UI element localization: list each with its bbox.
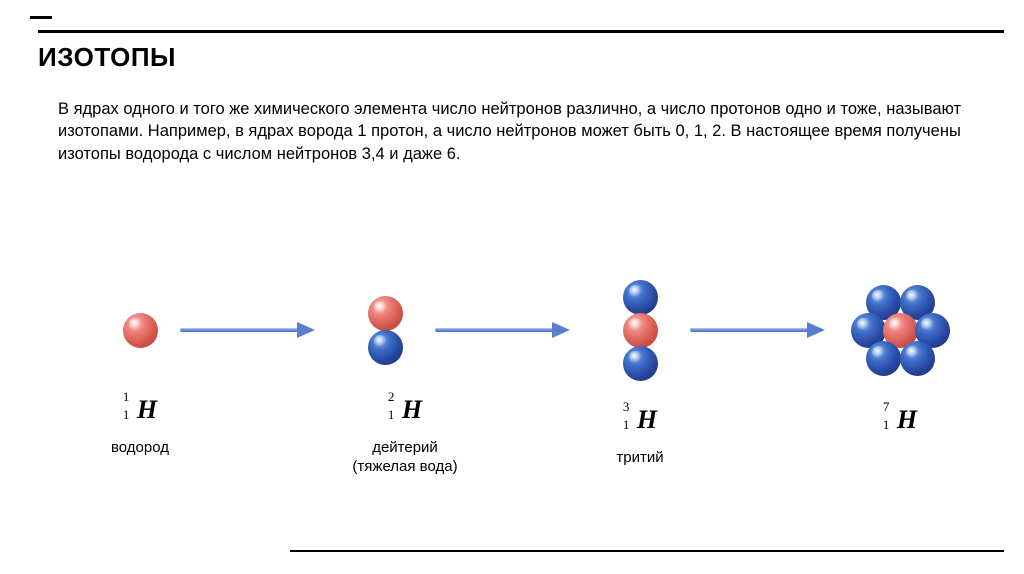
proton-ball [368,296,403,331]
isotope-label: 3 1 H тритий [600,405,680,466]
arrow-icon [435,325,570,335]
isotope-diagram: 1 1 H водород 2 1 H дейтерий (тяжелая во… [40,245,984,475]
isotope-symbol: 7 1 H [883,405,917,435]
bottom-rule [290,550,1004,552]
page-title: ИЗОТОПЫ [38,42,176,73]
isotope-name: тритий [600,449,680,466]
element-symbol: H [402,395,422,424]
mass-number: 2 [388,389,395,405]
mass-number: 1 [123,389,130,405]
isotope-symbol: 2 1 H [388,395,422,425]
atomic-number: 1 [623,417,630,433]
proton-ball [623,313,658,348]
neutron-ball [368,330,403,365]
neutron-ball [866,341,901,376]
element-symbol: H [637,405,657,434]
top-rule [38,30,1004,33]
isotope-label: 2 1 H дейтерий (тяжелая вода) [345,395,465,475]
isotope-name: водород [100,439,180,456]
element-symbol: H [137,395,157,424]
arrow-icon [180,325,315,335]
isotope-symbol: 3 1 H [623,405,657,435]
body-paragraph: В ядрах одного и того же химического эле… [58,98,974,165]
isotope-sub-name: (тяжелая вода) [345,458,465,475]
neutron-ball [900,341,935,376]
isotope-label: 7 1 H [860,405,940,435]
atomic-number: 1 [388,407,395,423]
proton-ball [123,313,158,348]
mass-number: 3 [623,399,630,415]
neutron-ball [623,346,658,381]
neutron-ball [623,280,658,315]
isotope-name: дейтерий [345,439,465,456]
isotope-symbol: 1 1 H [123,395,157,425]
atomic-number: 1 [883,417,890,433]
mass-number: 7 [883,399,890,415]
arrow-icon [690,325,825,335]
atomic-number: 1 [123,407,130,423]
element-symbol: H [897,405,917,434]
isotope-label: 1 1 H водород [100,395,180,456]
